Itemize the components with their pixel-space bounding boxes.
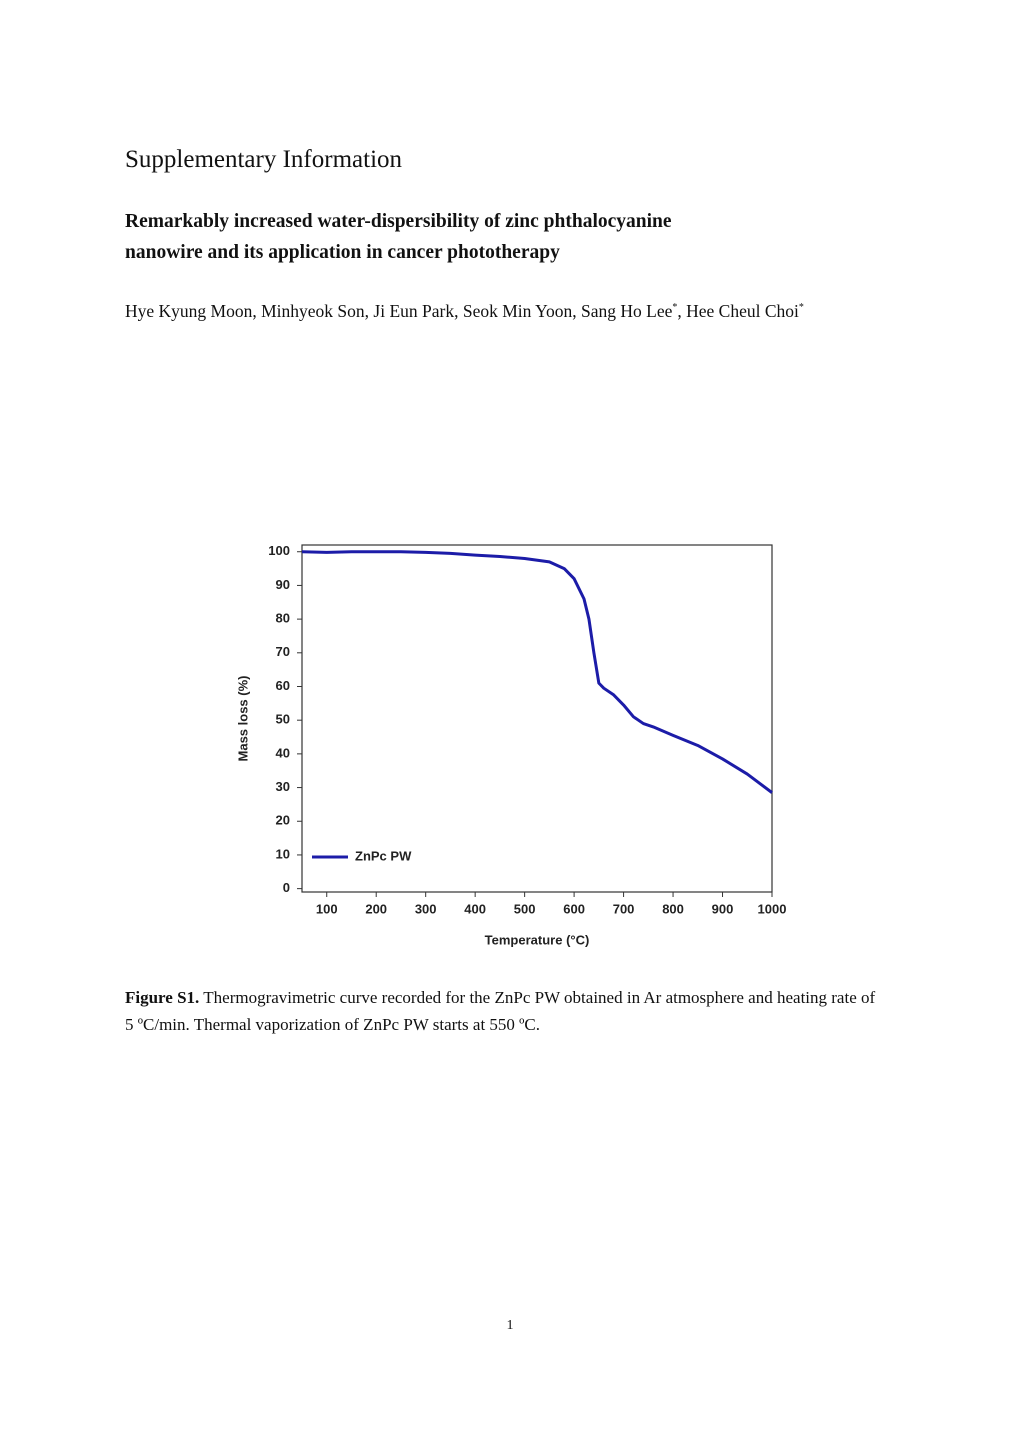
x-tick-label: 200 xyxy=(365,901,387,916)
x-axis-label: Temperature (°C) xyxy=(485,932,590,947)
y-tick-label: 80 xyxy=(276,611,290,626)
caption-label: Figure S1. xyxy=(125,988,200,1007)
legend-label: ZnPc PW xyxy=(355,848,412,863)
x-tick-label: 100 xyxy=(316,901,338,916)
y-tick-label: 90 xyxy=(276,577,290,592)
x-tick-label: 700 xyxy=(613,901,635,916)
x-tick-label: 600 xyxy=(563,901,585,916)
authors: Hye Kyung Moon, Minhyeok Son, Ji Eun Par… xyxy=(125,294,898,325)
x-tick-label: 500 xyxy=(514,901,536,916)
y-tick-label: 10 xyxy=(276,846,290,861)
y-tick-label: 20 xyxy=(276,813,290,828)
x-tick-label: 300 xyxy=(415,901,437,916)
author-text: , Hee Cheul Choi xyxy=(677,300,799,321)
title-line: Remarkably increased water-dispersibilit… xyxy=(125,211,672,232)
caption-text: Thermogravimetric curve recorded for the… xyxy=(125,988,876,1034)
author-text: Hye Kyung Moon, Minhyeok Son, Ji Eun Par… xyxy=(125,300,673,321)
author-mark: * xyxy=(672,302,678,313)
author-mark: * xyxy=(798,302,804,313)
paper-title: Remarkably increased water-dispersibilit… xyxy=(125,206,672,268)
x-tick-label: 400 xyxy=(464,901,486,916)
y-tick-label: 50 xyxy=(276,712,290,727)
y-tick-label: 60 xyxy=(276,678,290,693)
y-axis-label: Mass loss (%) xyxy=(235,676,250,762)
x-tick-label: 1000 xyxy=(758,901,787,916)
chart: 0 10 20 30 40 50 60 70 80 90 100 100 200 300 400 500 600… xyxy=(235,543,787,947)
y-tick-label: 30 xyxy=(276,779,290,794)
plot-frame xyxy=(301,544,773,893)
x-tick-label: 800 xyxy=(662,901,684,916)
x-tick-label: 900 xyxy=(712,901,734,916)
page-number: 1 xyxy=(506,1318,514,1333)
y-tick-label: 40 xyxy=(276,745,290,760)
title-line: nanowire and its application in cancer p… xyxy=(125,242,560,263)
figure-caption: Figure S1. Thermogravimetric curve recor… xyxy=(125,984,885,1038)
y-tick-label: 70 xyxy=(276,644,290,659)
page-header: Supplementary Information xyxy=(125,146,403,173)
y-tick-label: 100 xyxy=(268,543,290,558)
y-tick-label: 0 xyxy=(283,880,290,895)
data-line xyxy=(301,550,773,794)
